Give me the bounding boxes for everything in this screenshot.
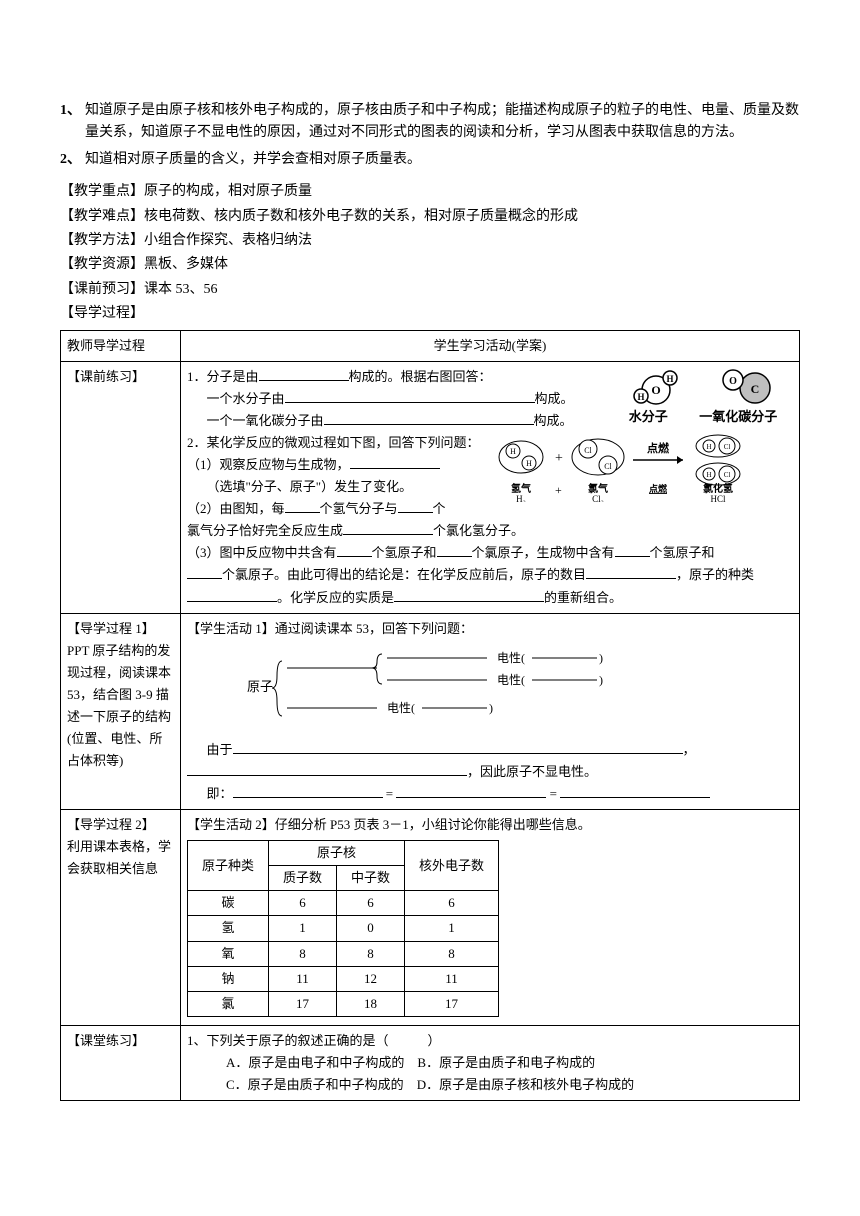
svg-text:H: H <box>666 374 673 384</box>
atom-data-table: 原子种类 原子核 核外电子数 质子数 中子数 碳666 氢101 氧888 钠1… <box>187 840 499 1017</box>
atom-structure-diagram: 原子 电性( ) 电性( ) 电性( <box>227 646 793 733</box>
intro-text: 知道相对原子质量的含义，并学会查相对原子质量表。 <box>85 149 800 171</box>
svg-text:): ) <box>599 673 603 687</box>
svg-text:电性(: 电性( <box>387 701 415 715</box>
water-molecule-icon: O H H <box>626 366 686 406</box>
svg-text:): ) <box>599 651 603 665</box>
blank <box>187 763 467 776</box>
blank <box>233 785 383 798</box>
blank <box>337 544 372 557</box>
intro-text: 知道原子是由原子核和核外电子构成的，原子核由质子和中子构成；能描述构成原子的粒子… <box>85 100 800 145</box>
intro-num: 2、 <box>60 149 81 171</box>
table-row: 【导学过程 2】 利用课本表格，学会获取相关信息 【学生活动 2】仔细分析 P5… <box>61 810 800 1026</box>
intro-list: 1、 知道原子是由原子核和核外电子构成的，原子核由质子和中子构成；能描述构成原子… <box>60 100 800 171</box>
blank <box>285 500 320 513</box>
table-row: 【导学过程 1】 PPT 原子结构的发现过程，阅读课本 53，结合图 3-9 描… <box>61 613 800 809</box>
svg-text:Cl: Cl <box>584 446 592 455</box>
row-left: 【课堂练习】 <box>61 1025 181 1100</box>
svg-text:H: H <box>510 447 516 456</box>
svg-text:H: H <box>706 471 711 479</box>
svg-text:电性(: 电性( <box>497 651 525 665</box>
row-right: 【学生活动 1】通过阅读课本 53，回答下列问题： 原子 电性( ) 电性( <box>181 613 800 809</box>
blank <box>586 566 676 579</box>
svg-text:H: H <box>637 392 644 402</box>
svg-text:H₂: H₂ <box>516 494 526 502</box>
svg-text:H: H <box>706 443 711 451</box>
svg-text:): ) <box>489 701 493 715</box>
table-row: 【课堂练习】 1、下列关于原子的叙述正确的是（ ） A．原子是由电子和中子构成的… <box>61 1025 800 1100</box>
svg-text:Cl₂: Cl₂ <box>592 494 604 502</box>
header-left: 教师导学过程 <box>61 330 181 361</box>
svg-text:Cl: Cl <box>604 462 612 471</box>
blank <box>187 589 277 602</box>
lesson-table: 教师导学过程 学生学习活动(学案) 【课前练习】 O H H <box>60 330 800 1102</box>
svg-text:+: + <box>555 451 563 466</box>
meta-line: 【教学方法】小组合作探究、表格归纳法 <box>60 230 800 252</box>
meta-line: 【教学重点】原子的构成，相对原子质量 <box>60 181 800 203</box>
blank <box>324 412 534 425</box>
blank <box>560 785 710 798</box>
header-right: 学生学习活动(学案) <box>181 330 800 361</box>
svg-text:Cl: Cl <box>724 471 731 479</box>
svg-text:点燃: 点燃 <box>647 441 670 455</box>
row-right: 1、下列关于原子的叙述正确的是（ ） A．原子是由电子和中子构成的 B．原子是由… <box>181 1025 800 1100</box>
meta-block: 【教学重点】原子的构成，相对原子质量 【教学难点】核电荷数、核内质子数和核外电子… <box>60 181 800 325</box>
blank <box>259 368 349 381</box>
blank <box>233 741 683 754</box>
svg-text:+: + <box>555 483 562 497</box>
svg-text:H: H <box>526 459 532 468</box>
blank <box>396 785 546 798</box>
meta-line: 【教学资源】黑板、多媒体 <box>60 254 800 276</box>
blank <box>285 390 535 403</box>
blank <box>437 544 472 557</box>
blank <box>350 456 440 469</box>
table-header-row: 教师导学过程 学生学习活动(学案) <box>61 330 800 361</box>
molecule-diagram: O H H C O 水 <box>613 366 793 428</box>
meta-line: 【教学难点】核电荷数、核内质子数和核外电子数的关系，相对原子质量概念的形成 <box>60 206 800 228</box>
reaction-svg: H H + Cl Cl 点燃 H Cl <box>493 432 793 502</box>
blank <box>398 500 433 513</box>
svg-text:原子: 原子 <box>247 679 273 694</box>
table-row: 【课前练习】 O H H <box>61 361 800 613</box>
svg-text:电性(: 电性( <box>497 673 525 687</box>
blank <box>394 589 544 602</box>
intro-num: 1、 <box>60 100 81 145</box>
blank <box>615 544 650 557</box>
blank <box>343 522 433 535</box>
svg-text:HCl: HCl <box>710 494 726 502</box>
svg-text:点燃: 点燃 <box>649 483 668 494</box>
meta-line: 【课前预习】课本 53、56 <box>60 279 800 301</box>
reaction-diagram: H H + Cl Cl 点燃 H Cl <box>493 432 793 509</box>
row-left: 【导学过程 2】 利用课本表格，学会获取相关信息 <box>61 810 181 1026</box>
row-right: O H H C O 水 <box>181 361 800 613</box>
svg-text:O: O <box>729 376 737 387</box>
row-left: 【导学过程 1】 PPT 原子结构的发现过程，阅读课本 53，结合图 3-9 描… <box>61 613 181 809</box>
blank <box>187 566 222 579</box>
intro-item: 1、 知道原子是由原子核和核外电子构成的，原子核由质子和中子构成；能描述构成原子… <box>60 100 800 145</box>
svg-text:C: C <box>750 382 759 396</box>
svg-text:Cl: Cl <box>724 443 731 451</box>
row-left: 【课前练习】 <box>61 361 181 613</box>
intro-item: 2、 知道相对原子质量的含义，并学会查相对原子质量表。 <box>60 149 800 171</box>
co-molecule-icon: C O <box>711 366 781 406</box>
row-right: 【学生活动 2】仔细分析 P53 页表 3－1，小组讨论你能得出哪些信息。 原子… <box>181 810 800 1026</box>
svg-text:O: O <box>651 383 660 397</box>
meta-line: 【导学过程】 <box>60 303 800 325</box>
